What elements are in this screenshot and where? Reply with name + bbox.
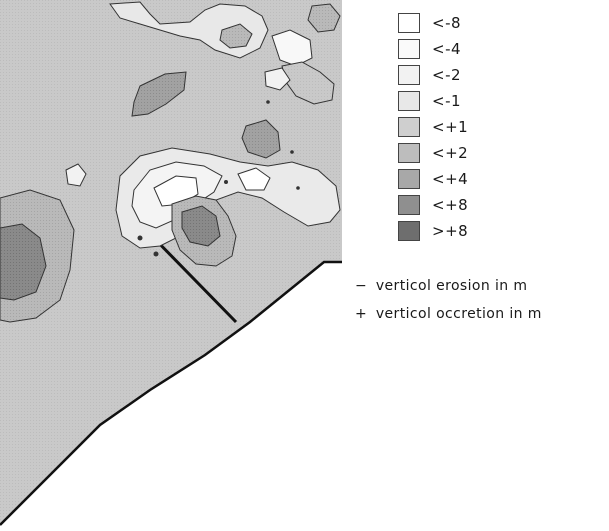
legend-swatch — [398, 39, 420, 59]
legend-label: <-4 — [432, 40, 462, 58]
coastline — [0, 260, 342, 526]
legend-item: >+8 — [398, 218, 608, 244]
legend-item: <+1 — [398, 114, 608, 140]
legend-item: <-1 — [398, 88, 608, 114]
legend-swatch — [398, 65, 420, 85]
contour-top-inner — [219, 23, 253, 49]
contour-dot — [266, 100, 270, 104]
legend-swatch — [398, 221, 420, 241]
erosion-note-text: verticol erosion in m — [375, 278, 528, 294]
legend-item: <-2 — [398, 62, 608, 88]
legend-label: <-8 — [432, 14, 462, 32]
contour-right-blob — [241, 119, 281, 159]
legend-swatch — [398, 117, 420, 137]
legend-label: <+8 — [432, 196, 469, 214]
legend-item: <-4 — [398, 36, 608, 62]
contour-dot — [137, 235, 143, 241]
erosion-note: − verticol erosion in m — [355, 278, 527, 294]
minus-symbol: − — [355, 278, 368, 294]
legend-swatch — [398, 143, 420, 163]
contour-top-right2 — [307, 3, 341, 33]
contour-dot — [224, 180, 228, 184]
contour-central-small — [237, 167, 271, 191]
contour-accretion-inner — [181, 205, 221, 247]
legend-swatch — [398, 13, 420, 33]
contour-dot — [296, 186, 300, 190]
legend-swatch — [398, 169, 420, 189]
legend-label: <-2 — [432, 66, 462, 84]
contour-small-left — [65, 163, 87, 187]
contour-dot — [153, 251, 159, 257]
legend-item: <+8 — [398, 192, 608, 218]
legend-item: <+4 — [398, 166, 608, 192]
legend-label: <-1 — [432, 92, 462, 110]
accretion-note: + verticol occretion in m — [355, 306, 542, 322]
contour-mid-right — [281, 61, 335, 105]
legend-label: >+8 — [432, 222, 469, 240]
legend-label: <+2 — [432, 144, 469, 162]
legend-label: <+1 — [432, 118, 469, 136]
legend-swatch — [398, 195, 420, 215]
contour-dot — [290, 150, 294, 154]
plus-symbol: + — [355, 306, 368, 322]
legend-item: <+2 — [398, 140, 608, 166]
accretion-note-text: verticol occretion in m — [375, 306, 542, 322]
contour-top-right — [271, 29, 313, 67]
legend-item: <-8 — [398, 10, 608, 36]
contour-left-elongated — [131, 71, 187, 117]
legend: <-8 <-4 <-2 <-1 <+1 <+2 <+4 <+8 >+8 — [398, 10, 608, 244]
profile-line — [146, 230, 238, 324]
contour-far-left-inner — [0, 223, 47, 301]
legend-swatch — [398, 91, 420, 111]
contour-small-island — [264, 67, 291, 91]
legend-label: <+4 — [432, 170, 469, 188]
